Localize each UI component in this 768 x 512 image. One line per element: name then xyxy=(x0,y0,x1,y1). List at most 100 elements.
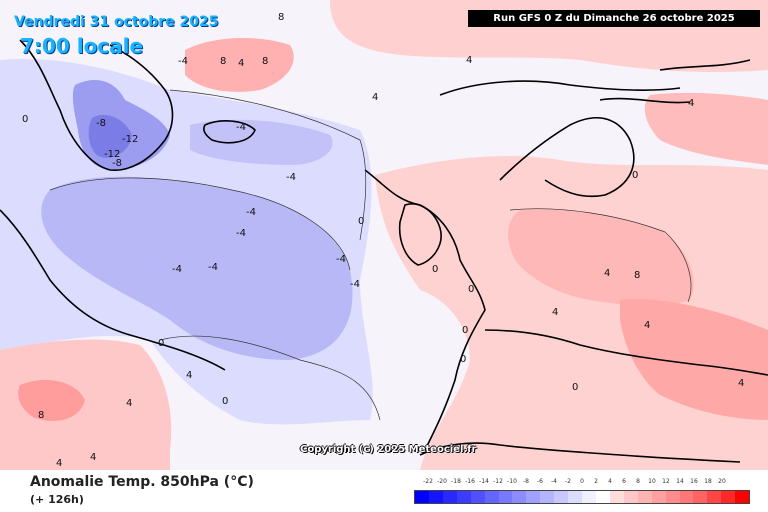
legend-tick-label: 20 xyxy=(718,478,726,485)
contour-label: -8 xyxy=(112,158,122,169)
legend-swatch xyxy=(442,491,457,503)
contour-label: 0 xyxy=(158,338,164,349)
copyright-notice: Copyright (c) 2025 Meteociel.fr xyxy=(300,444,477,455)
contour-label: 0 xyxy=(432,264,438,275)
legend-tick-label: 12 xyxy=(662,478,670,485)
coastlines xyxy=(0,39,768,463)
legend-tick-label: 8 xyxy=(636,478,640,485)
contour-label: -4 xyxy=(236,228,246,239)
coastline-africa xyxy=(419,442,741,463)
contour-lines xyxy=(49,89,692,421)
contour-label: 4 xyxy=(372,92,378,103)
contour-four-europe xyxy=(509,208,692,303)
legend-swatch xyxy=(651,491,666,503)
coastline-north-america xyxy=(0,209,226,371)
legend-swatch xyxy=(735,491,750,503)
run-info-banner: Run GFS 0 Z du Dimanche 26 octobre 2025 xyxy=(468,10,760,27)
legend-swatch xyxy=(595,491,610,503)
contour-label: -4 xyxy=(246,207,256,218)
legend-swatch xyxy=(568,491,583,503)
legend-tick-label: -4 xyxy=(551,478,557,485)
warm-zone-subtropics xyxy=(0,339,172,470)
legend-swatch xyxy=(679,491,694,503)
legend-tick-label: -6 xyxy=(537,478,543,485)
contour-label: -4 xyxy=(208,262,218,273)
legend-swatch xyxy=(665,491,680,503)
contour-label: 8 xyxy=(278,12,284,23)
legend-tick-label: -22 xyxy=(423,478,433,485)
contour-label: -4 xyxy=(286,172,296,183)
coastline-arctic-east xyxy=(599,59,751,104)
contour-minus-four xyxy=(49,177,351,271)
valid-date: Vendredi 31 octobre 2025 xyxy=(14,14,219,30)
contour-label: -4 xyxy=(236,122,246,133)
legend-swatch xyxy=(484,491,499,503)
contour-label: 4 xyxy=(552,307,558,318)
legend-tick-label: 14 xyxy=(676,478,684,485)
legend-swatch xyxy=(526,491,541,503)
legend-swatch xyxy=(498,491,513,503)
contour-label: 4 xyxy=(126,398,132,409)
warm-zone-svalbard xyxy=(185,38,294,92)
legend-swatch xyxy=(428,491,443,503)
legend-swatch xyxy=(470,491,485,503)
contour-label: 8 xyxy=(220,56,226,67)
legend-swatch xyxy=(609,491,624,503)
legend-tick-label: 0 xyxy=(580,478,584,485)
legend-swatch xyxy=(540,491,555,503)
contour-label: 4 xyxy=(738,378,744,389)
legend-tick-label: -14 xyxy=(479,478,489,485)
legend-tick-label: 18 xyxy=(704,478,712,485)
legend-tick-label: 4 xyxy=(608,478,612,485)
contour-label: 4 xyxy=(466,55,472,66)
cold-zone-greenland-core xyxy=(88,114,132,158)
coastline-greenland xyxy=(19,39,174,171)
warm-zone-subtropics-core xyxy=(18,380,85,421)
legend-tick-label: 16 xyxy=(690,478,698,485)
contour-label: -4 xyxy=(172,264,182,275)
legend-tick-label: -10 xyxy=(507,478,517,485)
legend-swatch xyxy=(637,491,652,503)
contour-label: -4 xyxy=(178,56,188,67)
warm-zone-central-europe xyxy=(508,208,694,306)
contour-label: 4 xyxy=(604,268,610,279)
contour-label: 0 xyxy=(572,382,578,393)
legend-swatch xyxy=(623,491,638,503)
legend-swatch xyxy=(721,491,736,503)
contour-label: -12 xyxy=(122,134,138,145)
contour-label: 0 xyxy=(632,170,638,181)
contour-label: 0 xyxy=(22,114,28,125)
contour-label: 0 xyxy=(462,325,468,336)
legend-swatch xyxy=(707,491,722,503)
parameter-title: Anomalie Temp. 850hPa (°C) xyxy=(30,474,254,490)
valid-time: 7:00 locale xyxy=(20,34,144,58)
contour-zero-atlantic xyxy=(159,335,381,421)
legend-tick-label: -16 xyxy=(465,478,475,485)
contour-label: -4 xyxy=(336,254,346,265)
legend-tick-labels: -22 -20 -18 -16 -14 -12 -10 -8 -6 -4 -2 0 2 4 6 8 10 12 14… xyxy=(414,478,750,488)
legend-swatch xyxy=(554,491,569,503)
contour-label: 4 xyxy=(90,452,96,463)
contour-label: -4 xyxy=(350,279,360,290)
legend-swatch xyxy=(582,491,596,503)
contour-label: 8 xyxy=(38,410,44,421)
contour-label: 0 xyxy=(468,284,474,295)
contour-zero-north xyxy=(169,89,367,241)
legend-swatch xyxy=(693,491,708,503)
coastline-iceland xyxy=(203,120,256,144)
color-legend: -22 -20 -18 -16 -14 -12 -10 -8 -6 -4 -2 0 2 4 6 8 10 12 14… xyxy=(414,478,750,506)
contour-label: 0 xyxy=(358,216,364,227)
legend-tick-label: 2 xyxy=(594,478,598,485)
warm-zone-balkans xyxy=(620,299,768,420)
warm-zone-east-north xyxy=(644,92,768,165)
legend-tick-label: -18 xyxy=(451,478,461,485)
coastline-british-isles xyxy=(398,203,442,266)
contour-label: 0 xyxy=(222,396,228,407)
legend-tick-label: -12 xyxy=(493,478,503,485)
contour-label: 8 xyxy=(634,270,640,281)
legend-tick-label: -20 xyxy=(437,478,447,485)
legend-swatch xyxy=(415,491,429,503)
cold-zone-north xyxy=(190,119,333,165)
contour-label: 4 xyxy=(56,458,62,469)
